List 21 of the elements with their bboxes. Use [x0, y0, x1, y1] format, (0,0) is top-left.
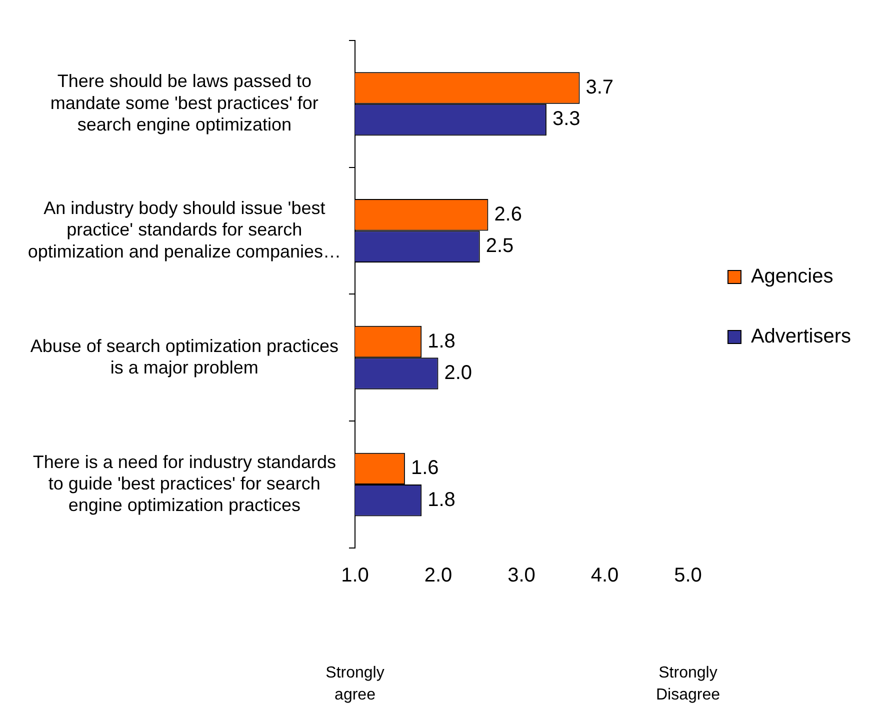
data-label: 2.0: [444, 362, 472, 384]
data-label: 2.5: [486, 235, 514, 258]
x-tick-label: 4.0: [590, 564, 619, 587]
data-label: 1.8: [428, 488, 456, 511]
x-tick-label: 1.0: [341, 564, 369, 587]
data-label: 3.7: [586, 76, 614, 99]
text: Strongly agree: [326, 664, 384, 704]
y-tick-label: Abuse of search optimization practices is a major problem: [30, 336, 338, 378]
x-tick-label: 5.0: [674, 564, 702, 587]
x-tick-label: 3.0: [508, 564, 536, 587]
data-label: 1.8: [428, 330, 456, 352]
data-label: 2.6: [494, 203, 522, 226]
legend-label: Advertisers: [750, 326, 851, 348]
y-tick-label: An industry body should issue 'best practice' standards for search optimization and penalize companies…: [28, 198, 342, 262]
text: Strongly Disagree: [656, 664, 720, 704]
data-label: 3.3: [552, 108, 580, 130]
x-tick-label: 2.0: [424, 564, 452, 587]
data-label: 1.6: [410, 457, 439, 480]
y-tick-label: There is a need for industry standards to guide 'best practices' for search engine optimization practices: [32, 452, 336, 516]
legend-label: Agencies: [750, 266, 834, 288]
y-tick-label: There should be laws passed to mandate some 'best practices' for search engine optimization: [50, 71, 318, 134]
